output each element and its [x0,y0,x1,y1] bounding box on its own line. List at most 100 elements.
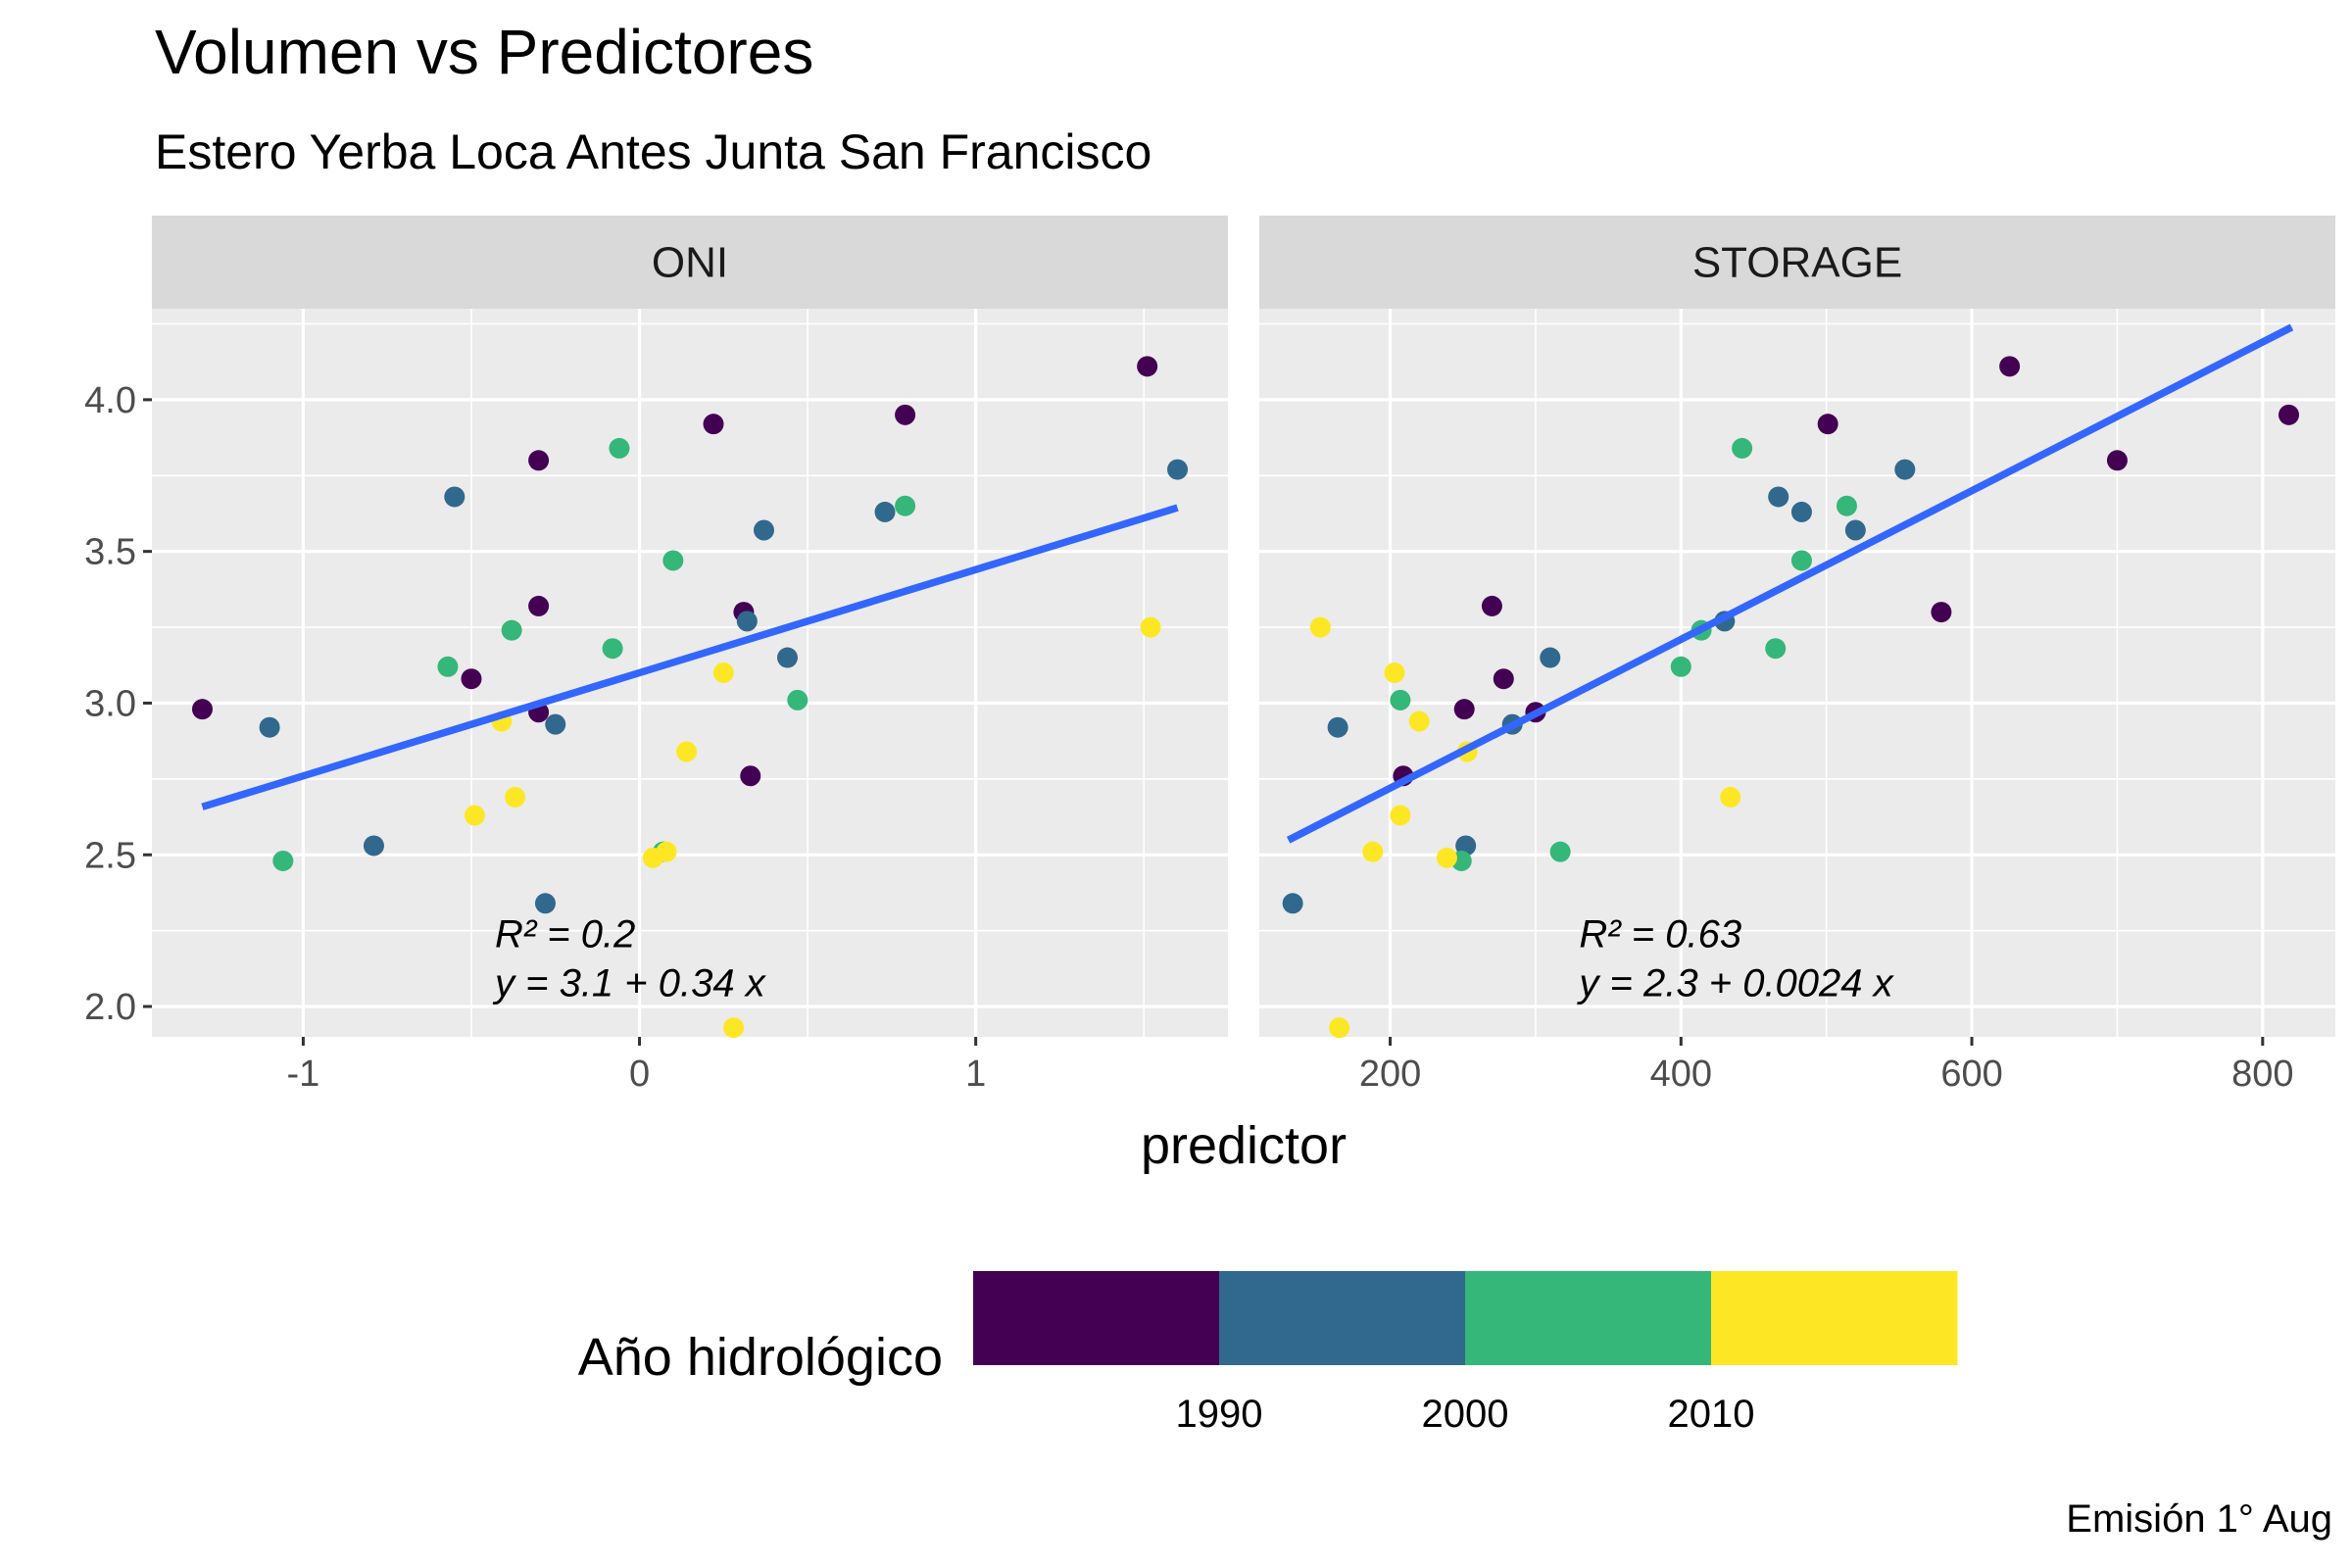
facet-panel-storage: STORAGE 200 400 600 800 R² = 0.63 y = 2.3 + 0.… [1259,216,2335,1095]
facet-panels: ONI -1 0 1 2.0 2.5 3.0 3.5 4.0 R² = 0.2 y = 3.1 + … [84,216,2335,1095]
legend-colorbar [973,1271,1958,1365]
data-point [1836,495,1857,516]
data-point [1453,699,1475,720]
data-point [1390,689,1411,710]
data-point [895,495,916,516]
data-point [1540,647,1561,668]
data-point [444,486,466,508]
data-point [1309,616,1331,638]
data-point [777,647,799,668]
data-point [461,668,482,690]
legend-tick-label: 2000 [1422,1393,1509,1436]
data-point [602,638,623,660]
data-point [534,893,556,914]
data-point [545,713,566,735]
x-axis-title: predictor [1141,1116,1347,1175]
data-point [1732,437,1753,459]
x-tick-label: 400 [1650,1054,1712,1095]
r-squared-annotation: R² = 0.2 [495,913,635,956]
data-point [723,1017,745,1039]
legend-title: Año hidrológico [578,1328,943,1387]
data-point [1384,662,1405,683]
data-point [703,414,724,435]
panel-background [152,309,1228,1037]
data-point [1817,414,1838,435]
data-point [895,404,916,425]
data-point [1390,805,1411,826]
data-point [437,656,459,677]
legend-tick-label: 1990 [1176,1393,1263,1436]
x-tick-label: 0 [629,1054,650,1095]
data-point [1999,356,2021,377]
data-point [363,835,384,857]
data-point [1765,638,1787,660]
data-point [712,662,734,683]
data-point [609,437,630,459]
y-tick-label: 4.0 [84,380,136,421]
data-point [1329,1017,1350,1039]
panel-background [1259,309,2335,1037]
data-point [1790,550,1812,571]
data-point [505,786,526,808]
facet-strip-label: ONI [652,239,728,287]
regression-line [201,504,1179,810]
facet-strip-label: STORAGE [1692,239,1902,287]
chart-subtitle: Estero Yerba Loca Antes Junta San Franci… [155,124,1152,179]
y-tick-label: 2.5 [84,835,136,876]
data-point [1844,519,1866,541]
data-point [1670,656,1691,677]
data-point [1167,459,1189,480]
legend-color-bin [1219,1271,1466,1365]
data-point [656,841,677,862]
y-tick-label: 3.0 [84,683,136,724]
data-point [1931,602,1952,623]
y-tick-label: 3.5 [84,532,136,573]
x-tick-label: 600 [1940,1054,2002,1095]
data-point [272,850,294,871]
legend-color-bin [1465,1271,1712,1365]
data-point [1140,616,1161,638]
chart-title: Volumen vs Predictores [155,17,813,87]
data-point [787,689,808,710]
data-point [501,619,522,641]
data-point [1408,710,1430,732]
data-point [1282,893,1303,914]
facet-strip [1259,216,2335,309]
y-tick-label: 2.0 [84,987,136,1028]
data-point [662,550,684,571]
data-point [1493,668,1514,690]
legend-tick-labels: 1990 2000 2010 [1176,1393,1755,1436]
legend-color-bin [973,1271,1220,1365]
data-point [1768,486,1789,508]
data-point [2106,450,2128,471]
data-point [1894,459,1916,480]
data-point [1549,841,1571,862]
legend-tick-label: 2010 [1668,1393,1755,1436]
data-point [676,741,698,762]
equation-annotation: y = 2.3 + 0.0024 x [1576,961,1894,1004]
data-point [736,611,758,632]
data-point [1436,847,1457,868]
data-point [2278,404,2300,425]
data-point [259,716,280,738]
caption: Emisión 1° Aug [2066,1497,2332,1541]
facet-panel-oni: ONI -1 0 1 2.0 2.5 3.0 3.5 4.0 R² = 0.2 y = 3.1 + … [84,216,1228,1095]
x-tick-label: 800 [2231,1054,2293,1095]
data-point [740,765,761,787]
regression-line [1286,323,2294,844]
x-tick-label: -1 [287,1054,320,1095]
data-point [1720,786,1741,808]
color-legend: Año hidrológico 1990 2000 2010 [578,1271,1958,1436]
data-point [1327,716,1348,738]
data-point [1362,841,1384,862]
equation-annotation: y = 3.1 + 0.34 x [492,961,767,1004]
data-point [464,805,485,826]
x-tick-label: 1 [965,1054,986,1095]
r-squared-annotation: R² = 0.63 [1579,913,1741,956]
data-point [1481,595,1502,616]
data-point [528,595,550,616]
data-point [874,501,896,522]
data-point [1137,356,1158,377]
data-point [1790,501,1812,522]
x-tick-label: 200 [1359,1054,1421,1095]
